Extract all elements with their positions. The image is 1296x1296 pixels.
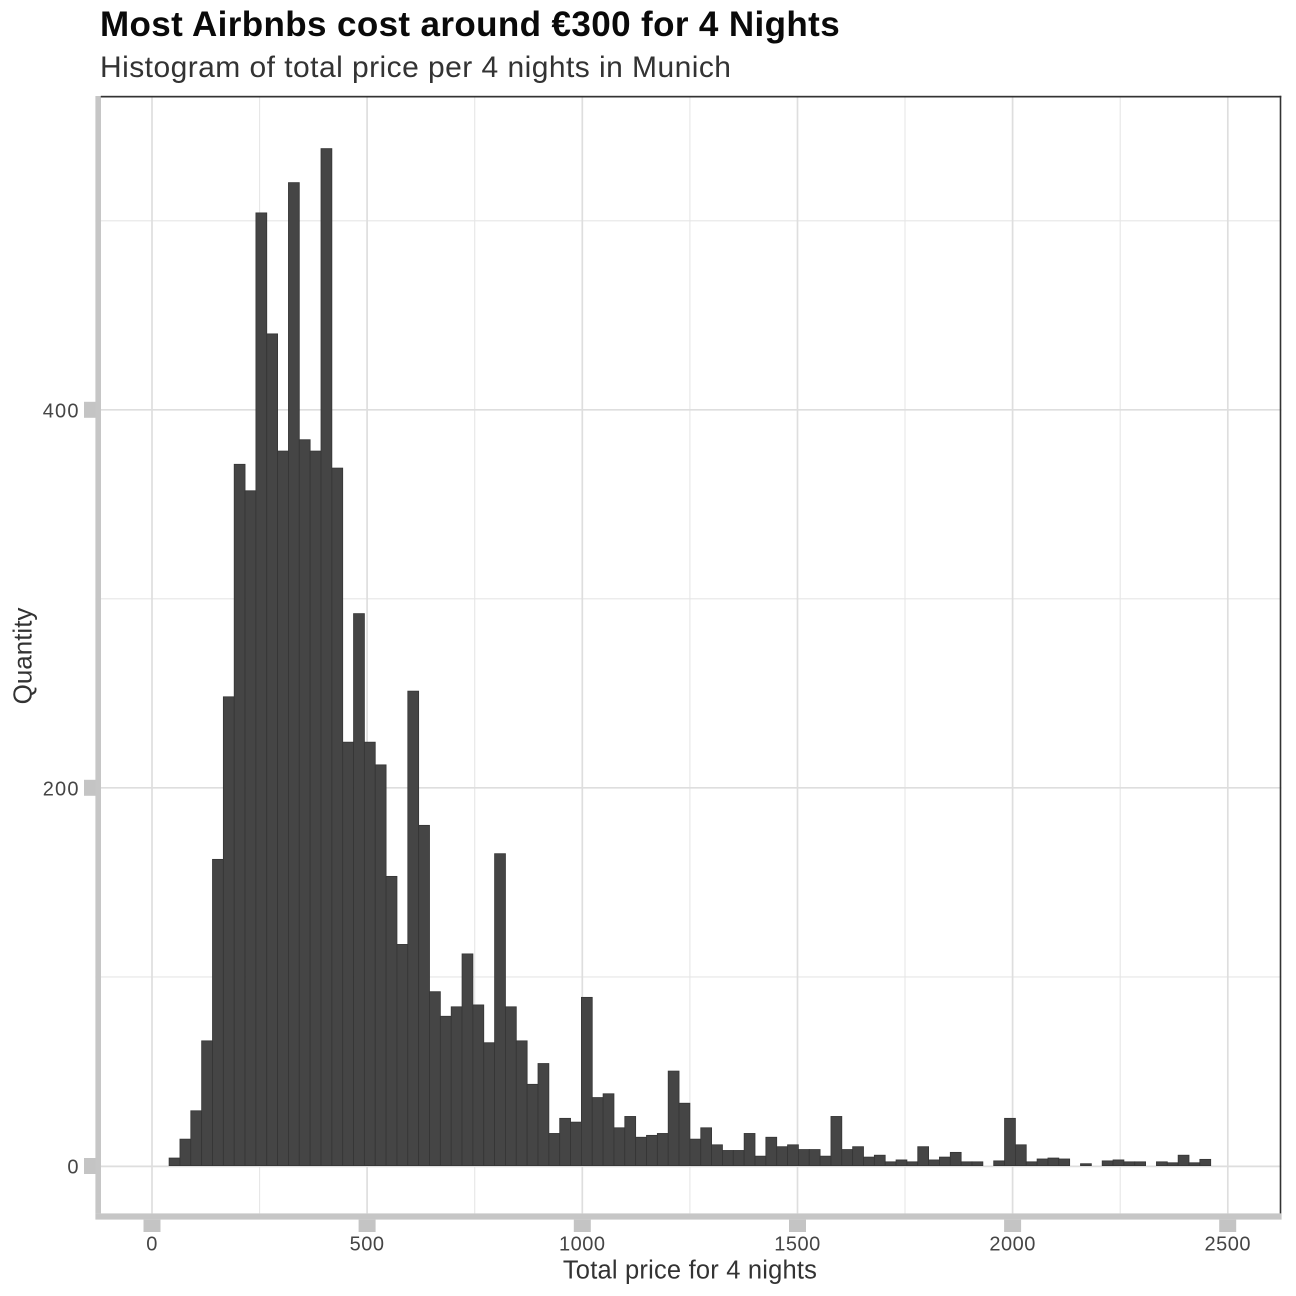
svg-text:500: 500 xyxy=(350,1234,385,1256)
svg-text:400: 400 xyxy=(43,400,80,422)
svg-text:2500: 2500 xyxy=(1205,1234,1252,1256)
svg-text:Quantity: Quantity xyxy=(8,608,38,705)
svg-text:1000: 1000 xyxy=(559,1234,606,1256)
svg-text:2000: 2000 xyxy=(989,1234,1036,1256)
svg-text:0: 0 xyxy=(146,1234,158,1256)
svg-text:Total price for 4 nights: Total price for 4 nights xyxy=(563,1257,817,1285)
svg-text:Most Airbnbs cost around €300: Most Airbnbs cost around €300 for 4 Nigh… xyxy=(100,5,840,44)
svg-text:200: 200 xyxy=(43,778,80,800)
svg-text:0: 0 xyxy=(67,1157,79,1179)
svg-text:Histogram of total price per 4: Histogram of total price per 4 nights in… xyxy=(100,51,731,84)
svg-text:1500: 1500 xyxy=(774,1234,821,1256)
